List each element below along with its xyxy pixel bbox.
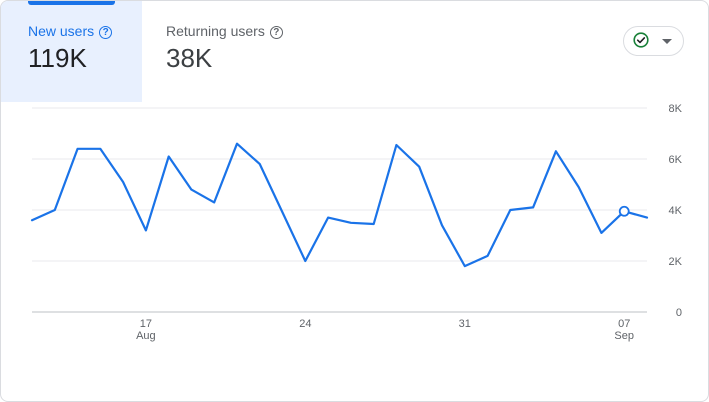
tab-returning-users[interactable]: Returning users? 38K bbox=[142, 1, 342, 102]
y-tick-label: 0 bbox=[676, 307, 682, 319]
new-users-series-line bbox=[30, 142, 649, 268]
comparison-dropdown-button[interactable] bbox=[623, 26, 684, 56]
tab-new-users-label-row: New users? bbox=[28, 23, 113, 39]
help-icon[interactable]: ? bbox=[99, 26, 113, 39]
chart-gridlines bbox=[32, 107, 647, 313]
highlighted-data-point bbox=[618, 205, 630, 217]
tab-new-users-label: New users bbox=[28, 23, 95, 39]
tab-returning-users-label: Returning users bbox=[166, 23, 265, 39]
chart-series bbox=[30, 142, 649, 268]
y-tick-label: 8K bbox=[669, 103, 683, 115]
check-circle-icon bbox=[633, 32, 649, 48]
x-tick-day-label: 07 bbox=[618, 318, 630, 330]
x-tick-month-label: Aug bbox=[136, 330, 156, 342]
x-tick-day-label: 31 bbox=[459, 318, 471, 330]
returning-users-value: 38K bbox=[166, 43, 213, 73]
new-users-value: 119K bbox=[28, 43, 87, 73]
tab-new-users[interactable]: New users? 119K bbox=[1, 1, 142, 102]
x-tick-day-label: 17 bbox=[140, 318, 152, 330]
tab-returning-users-label-row: Returning users? bbox=[166, 23, 283, 39]
y-tick-label: 6K bbox=[669, 154, 683, 166]
x-tick-month-label: Sep bbox=[614, 330, 634, 342]
y-tick-label: 2K bbox=[669, 256, 683, 268]
active-tab-indicator bbox=[28, 1, 115, 5]
y-tick-label: 4K bbox=[669, 205, 683, 217]
caret-down-icon bbox=[662, 39, 672, 44]
help-icon[interactable]: ? bbox=[269, 26, 283, 39]
x-tick-day-label: 24 bbox=[299, 318, 311, 330]
y-axis-ticks: 8K 6K 4K 2K 0 bbox=[669, 103, 683, 319]
